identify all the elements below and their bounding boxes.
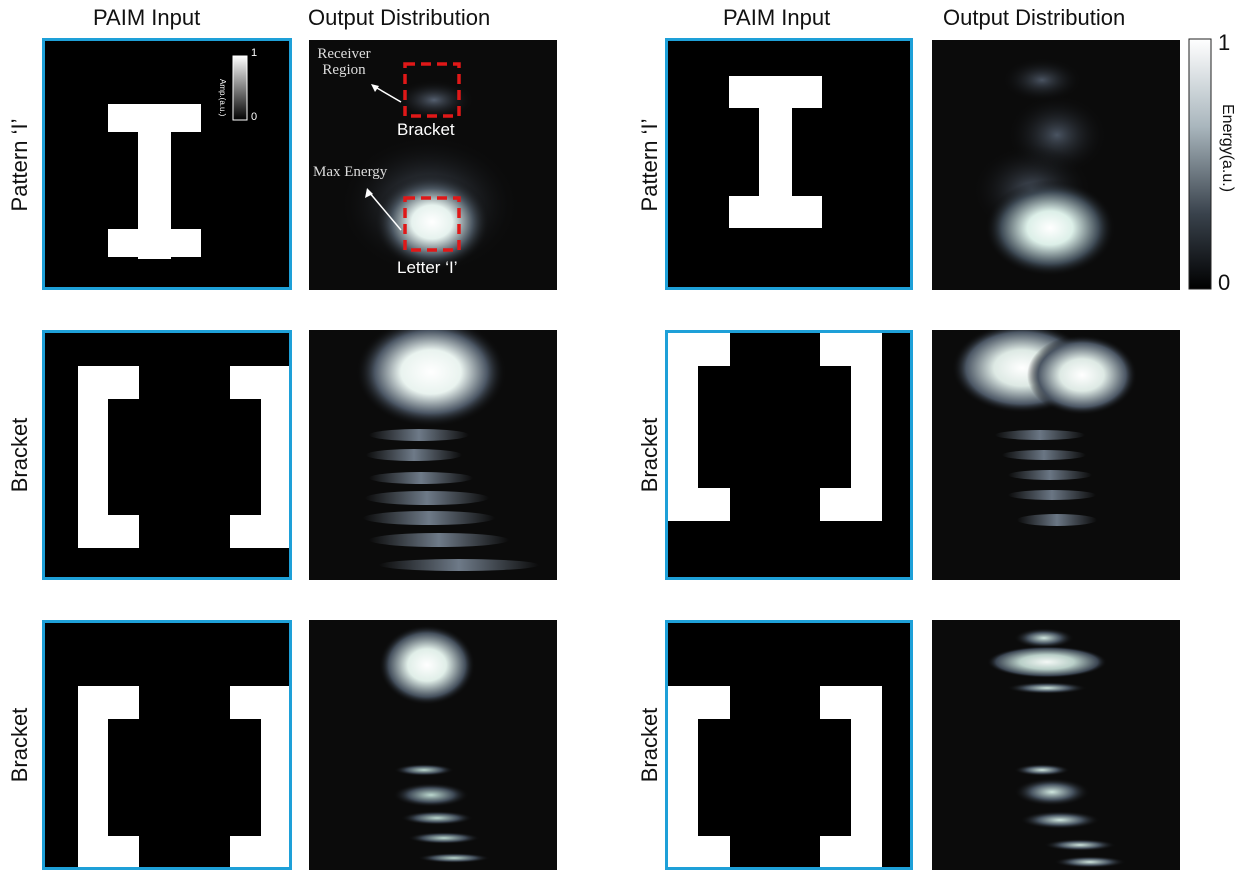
row-label-1-left: Pattern ‘I’ xyxy=(7,118,32,212)
col-title-right-output: Output Distribution xyxy=(943,5,1126,30)
input-panel-i-right xyxy=(665,38,913,290)
bracket-pattern-shape xyxy=(78,366,289,548)
bracket-pattern-shape xyxy=(668,686,882,867)
bracket-pattern-shape xyxy=(78,686,289,867)
output-panel-i-right xyxy=(932,40,1180,290)
row-label-2-right: Bracket xyxy=(637,417,662,493)
max-energy-annotation: Max Energy xyxy=(313,164,388,180)
receiver-region-annotation: Receiver Region xyxy=(317,46,371,78)
i-pattern-shape xyxy=(108,104,201,259)
input-panel-bracket-right-3 xyxy=(665,620,913,870)
energy-colorbar-min: 0 xyxy=(1218,270,1231,295)
amp-colorbar-min: 0 xyxy=(251,111,258,123)
energy-colorbar xyxy=(1188,38,1212,290)
row-label-3-left: Bracket xyxy=(7,707,32,783)
receiver-box-bracket xyxy=(403,62,461,118)
receiver-arrow xyxy=(376,87,402,103)
col-title-left-input: PAIM Input xyxy=(93,5,201,30)
letter-i-annotation: Letter ‘I’ xyxy=(397,258,458,277)
amp-colorbar-label: Amp.(a.u.) xyxy=(218,79,227,117)
output-panel-i-left: Receiver Region Bracket Max Energy Lette… xyxy=(309,40,557,290)
bracket-annotation: Bracket xyxy=(397,120,455,139)
input-panel-bracket-left-3 xyxy=(42,620,292,870)
input-panel-bracket-right-2 xyxy=(665,330,913,580)
col-title-left-output: Output Distribution xyxy=(308,5,491,30)
input-panel-i-left: 1 0 Amp.(a.u.) xyxy=(42,38,292,290)
row-label-3-right: Bracket xyxy=(637,707,662,783)
amp-colorbar-max: 1 xyxy=(251,47,258,59)
input-panel-bracket-left-2 xyxy=(42,330,292,580)
energy-colorbar-label: Energy(a.u.) xyxy=(1219,104,1236,193)
bracket-pattern-shape xyxy=(668,333,882,521)
receiver-box-letter xyxy=(403,196,461,252)
i-pattern-shape xyxy=(729,76,822,228)
output-panel-bracket-right-2 xyxy=(932,330,1180,580)
energy-colorbar-max: 1 xyxy=(1218,30,1231,55)
row-label-1-right: Pattern ‘I’ xyxy=(637,118,662,212)
max-energy-arrow xyxy=(368,191,402,231)
amp-colorbar xyxy=(232,55,248,121)
output-panel-bracket-left-3 xyxy=(309,620,557,870)
col-title-right-input: PAIM Input xyxy=(723,5,831,30)
row-label-2-left: Bracket xyxy=(7,417,32,493)
output-panel-bracket-left-2 xyxy=(309,330,557,580)
output-panel-bracket-right-3 xyxy=(932,620,1180,870)
